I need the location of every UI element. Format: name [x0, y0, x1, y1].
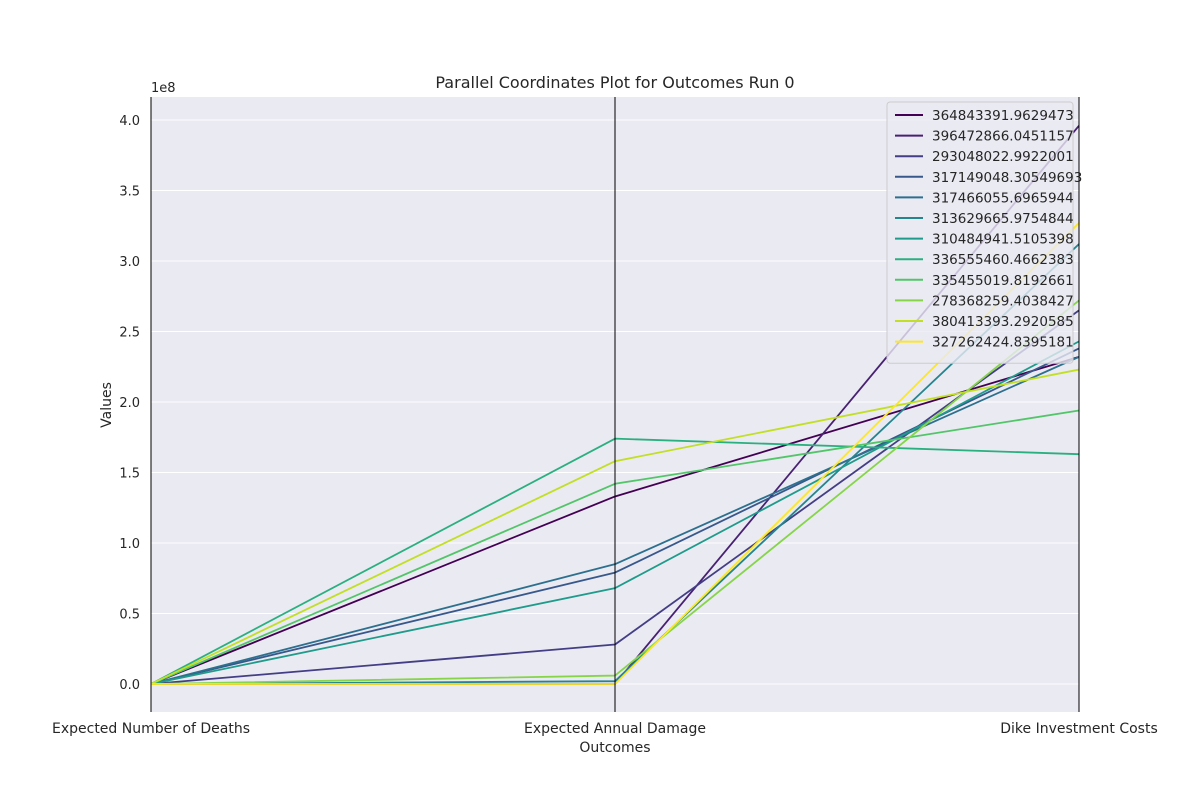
y-tick-label: 1.0	[119, 537, 140, 552]
x-category-label: Dike Investment Costs	[1000, 721, 1158, 737]
x-axis-title: Outcomes	[579, 740, 650, 756]
y-tick-label: 3.5	[119, 185, 140, 200]
legend-label: 313629665.9754844	[932, 211, 1074, 227]
y-scale-label: 1e8	[151, 81, 176, 96]
legend-label: 364843391.9629473	[932, 108, 1074, 124]
x-category-labels: Expected Number of Deaths Expected Annual…	[52, 721, 1158, 737]
legend-label: 335455019.8192661	[932, 273, 1074, 289]
x-category-label: Expected Annual Damage	[524, 721, 706, 737]
y-tick-label: 1.5	[119, 467, 140, 482]
y-tick-label: 0.0	[119, 678, 140, 693]
category-axes	[150, 97, 1080, 712]
y-tick-label: 0.5	[119, 608, 140, 623]
legend-label: 380413393.2920585	[932, 314, 1074, 330]
y-tick-label: 2.5	[119, 326, 140, 341]
legend-label: 317466055.6965944	[932, 190, 1074, 206]
legend-label: 396472866.0451157	[932, 129, 1074, 145]
y-tick-label: 3.0	[119, 255, 140, 270]
y-ticks: 0.0 0.5 1.0 1.5 2.0 2.5 3.0 3.5 4.0	[119, 114, 140, 693]
legend-label: 293048022.9922001	[932, 149, 1074, 165]
legend-label: 278368259.4038427	[932, 293, 1074, 309]
legend-label: 336555460.4662383	[932, 252, 1074, 268]
legend: 364843391.9629473 396472866.0451157 293048…	[886, 101, 1082, 364]
legend-label: 317149048.30549693	[932, 170, 1082, 186]
legend-box	[886, 101, 1074, 364]
legend-label: 310484941.5105398	[932, 232, 1074, 248]
legend-label: 327262424.8395181	[932, 335, 1074, 351]
y-axis-title: Values	[99, 382, 115, 428]
y-tick-label: 2.0	[119, 396, 140, 411]
chart-title: Parallel Coordinates Plot for Outcomes R…	[435, 73, 794, 92]
y-tick-label: 4.0	[119, 114, 140, 129]
x-category-label: Expected Number of Deaths	[52, 721, 250, 737]
